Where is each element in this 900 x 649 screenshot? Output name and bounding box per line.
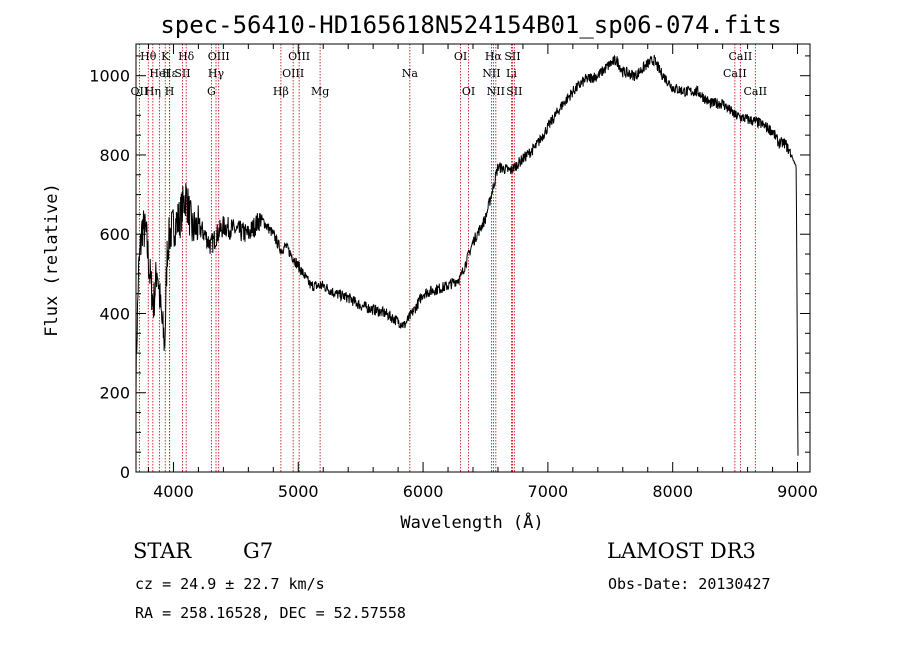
x-tick-label: 5000 [278,482,319,501]
spectral-line-label: OIII [208,50,230,63]
x-tick-label: 6000 [403,482,444,501]
spectral-line-label: Hδ [178,50,195,63]
spectral-line-label: CaII [743,85,767,98]
x-tick-label: 8000 [652,482,693,501]
spectral-line-label: Na [402,67,419,80]
y-tick-label: 600 [99,225,130,244]
chart-title: spec-56410-HD165618N524154B01_sp06-074.f… [160,11,781,39]
spectral-line-label: OIII [282,67,304,80]
spectral-line-label: OIII [288,50,310,63]
spectral-line-label: K [161,50,170,63]
x-tick-label: 9000 [777,482,818,501]
spectral-line-label: Hα [485,50,503,63]
spectral-line-label: NII [487,85,505,98]
spectral-line-label: SII [504,50,520,63]
spectral-line-label: CaII [729,50,753,63]
spectral-line-label: CaII [723,67,747,80]
y-axis-label: Flux (relative) [42,183,62,337]
spectral-line-label: Hβ [273,85,289,98]
x-axis: 4000 5000 6000 7000 8000 9000 [147,44,818,501]
spectral-line-label: Hη [145,85,161,98]
spectral-line-label: Li [506,67,517,80]
redshift-readout: cz = 24.9 ± 22.7 km/s [135,575,325,593]
spectral-line-label: H [165,85,175,98]
spectral-line-label: OI [462,85,475,98]
y-tick-label: 400 [99,304,130,323]
x-axis-label: Wavelength (Å) [400,511,543,533]
survey-name: LAMOST DR3 [607,539,756,563]
y-tick-label: 0 [120,463,130,482]
x-tick-label: 7000 [528,482,569,501]
spectral-line-label: NII [482,67,500,80]
spectral-line-label: Hγ [208,67,225,80]
spectral-subclass: G7 [243,539,274,563]
coordinates-readout: RA = 258.16528, DEC = 52.57558 [135,604,406,622]
spectral-line-label: G [207,85,216,98]
spectrum-chart: spec-56410-HD165618N524154B01_sp06-074.f… [42,11,818,533]
y-tick-label: 200 [99,384,130,403]
spectrum-series [135,54,799,456]
spectral-line-label: Mg [311,85,329,98]
observation-date: Obs-Date: 20130427 [608,575,771,593]
spectral-line-label: HeI [149,67,169,80]
spectral-line-label: Hε [162,67,178,80]
spectral-line-label: OI [454,50,467,63]
x-tick-label: 4000 [153,482,194,501]
spectral-line-label: SII [506,85,522,98]
plot-frame [135,43,811,473]
spectral-line-label: SII [174,67,190,80]
y-tick-label: 1000 [89,67,130,86]
spectral-line-markers [138,44,756,472]
object-class: STAR [133,539,192,563]
spectral-line-label: OII [131,85,149,98]
y-tick-label: 800 [99,146,130,165]
spectral-line-label: Hθ [140,50,157,63]
y-axis: 0 200 400 600 800 1000 [89,55,810,482]
